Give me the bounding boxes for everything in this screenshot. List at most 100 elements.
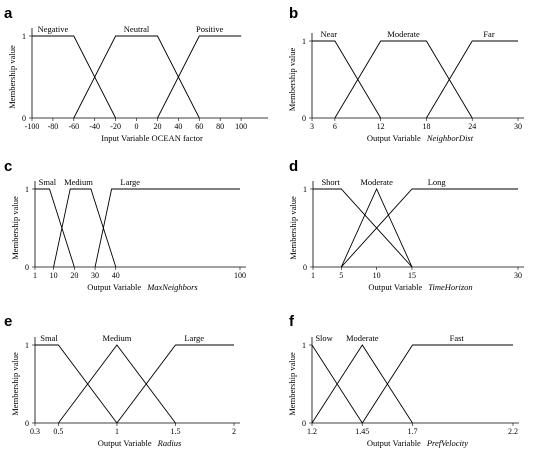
membership-label-moderate: Moderate <box>360 177 393 187</box>
x-tick-label: 24 <box>468 122 476 131</box>
x-tick-label: 18 <box>422 122 430 131</box>
y-tick-label: 1 <box>22 32 26 41</box>
x-tick-label: 20 <box>70 271 78 280</box>
y-axis-label: Membership value <box>287 48 297 112</box>
y-tick-label: 0 <box>22 114 26 123</box>
y-tick-label: 0 <box>25 419 29 428</box>
x-tick-label: -20 <box>110 122 121 131</box>
x-axis-label: Output Variable Radius <box>98 438 182 448</box>
membership-line-fast <box>361 344 513 424</box>
x-tick-label: 6 <box>333 122 337 131</box>
x-tick-label: -100 <box>25 122 40 131</box>
x-axis-label: Output Variable PrefVelocity <box>367 438 468 448</box>
x-tick-label: 12 <box>377 122 385 131</box>
membership-label-moderate: Moderate <box>346 333 379 343</box>
membership-label-slow: Slow <box>315 333 333 343</box>
y-axis-label: Membership value <box>288 196 298 260</box>
membership-line-near <box>312 40 382 119</box>
y-axis-label: Membership value <box>287 352 297 416</box>
membership-label-positive: Positive <box>196 24 224 34</box>
y-tick-label: 1 <box>25 185 29 194</box>
x-tick-label: 30 <box>514 122 522 131</box>
panel-b: b 3 6 12 18 24 30 0 1 Membership value Output Vari… <box>287 5 524 143</box>
panel-a: a -100 -80 -60 -40 -20 0 20 40 60 80 100 0 1 Membershi… <box>4 5 268 143</box>
panel-letter: e <box>4 313 12 330</box>
x-tick-label: 10 <box>50 271 58 280</box>
membership-label-smal: Smal <box>39 177 57 187</box>
membership-line-neutral <box>73 35 200 119</box>
membership-label-neutral: Neutral <box>124 24 150 34</box>
x-tick-label: 1.5 <box>170 427 180 436</box>
x-tick-label: 20 <box>153 122 161 131</box>
x-tick-label: 40 <box>112 271 120 280</box>
membership-line-far <box>426 40 518 119</box>
panel-letter: d <box>289 158 298 175</box>
membership-line-moderate <box>340 187 413 268</box>
y-tick-label: 0 <box>302 419 306 428</box>
x-tick-label: 1.2 <box>307 427 317 436</box>
x-tick-label: 80 <box>216 122 224 131</box>
x-axis-label: Input Variable OCEAN factor <box>101 133 203 143</box>
x-tick-label: -60 <box>68 122 79 131</box>
panel-letter: f <box>289 313 295 330</box>
x-tick-label: 5 <box>339 271 343 280</box>
membership-label-moderate: Moderate <box>387 29 420 39</box>
y-axis-label: Membership value <box>10 352 20 416</box>
membership-label-large: Large <box>184 333 204 343</box>
y-tick-label: 0 <box>25 263 29 272</box>
y-tick-label: 0 <box>302 114 306 123</box>
membership-line-medium <box>53 188 117 268</box>
x-axis-label: Output Variable TimeHorizon <box>368 282 472 292</box>
membership-line-large <box>94 188 240 268</box>
y-tick-label: 1 <box>303 185 307 194</box>
membership-line-large <box>116 344 234 424</box>
x-tick-label: 60 <box>195 122 203 131</box>
x-tick-label: 2.2 <box>508 427 518 436</box>
membership-line-long <box>340 188 518 268</box>
x-tick-label: 0.5 <box>53 427 63 436</box>
y-axis-label: Membership value <box>10 196 20 260</box>
membership-label-near: Near <box>321 29 338 39</box>
x-tick-label: 100 <box>235 122 247 131</box>
panel-letter: c <box>4 158 12 175</box>
x-tick-label: 1.45 <box>355 427 369 436</box>
x-tick-label: 1.7 <box>408 427 418 436</box>
membership-label-medium: Medium <box>64 177 93 187</box>
x-axis-label: Output Variable MaxNeighbors <box>87 282 198 292</box>
x-tick-label: -80 <box>48 122 59 131</box>
y-tick-label: 0 <box>303 263 307 272</box>
membership-line-negative <box>32 35 117 119</box>
x-axis-label: Output Variable NeighborDist <box>367 133 474 143</box>
x-tick-label: 3 <box>310 122 314 131</box>
y-tick-label: 1 <box>302 341 306 350</box>
x-tick-label: 1 <box>115 427 119 436</box>
x-tick-label: -40 <box>89 122 100 131</box>
membership-line-positive <box>157 35 242 119</box>
x-tick-label: 0.3 <box>30 427 40 436</box>
x-tick-label: 0 <box>135 122 139 131</box>
x-tick-label: 1 <box>311 271 315 280</box>
membership-label-far: Far <box>483 29 495 39</box>
x-tick-label: 1 <box>33 271 37 280</box>
x-tick-label: 2 <box>232 427 236 436</box>
y-axis-label: Membership value <box>7 45 17 109</box>
y-tick-label: 1 <box>25 341 29 350</box>
y-tick-label: 1 <box>302 37 306 46</box>
membership-label-fast: Fast <box>450 333 465 343</box>
x-tick-label: 30 <box>91 271 99 280</box>
x-tick-label: 100 <box>234 271 246 280</box>
panel-letter: b <box>289 5 298 22</box>
x-tick-label: 30 <box>514 271 522 280</box>
membership-line-moderate <box>311 344 413 424</box>
membership-label-large: Large <box>120 177 140 187</box>
membership-label-medium: Medium <box>103 333 132 343</box>
panel-letter: a <box>4 5 13 22</box>
x-tick-label: 40 <box>174 122 182 131</box>
membership-line-smal <box>35 344 118 424</box>
panel-f: f 1.2 1.45 1.7 2.2 0 1 Membership value Output V… <box>287 313 519 448</box>
membership-line-smal <box>35 188 75 268</box>
membership-line-short <box>313 188 413 268</box>
